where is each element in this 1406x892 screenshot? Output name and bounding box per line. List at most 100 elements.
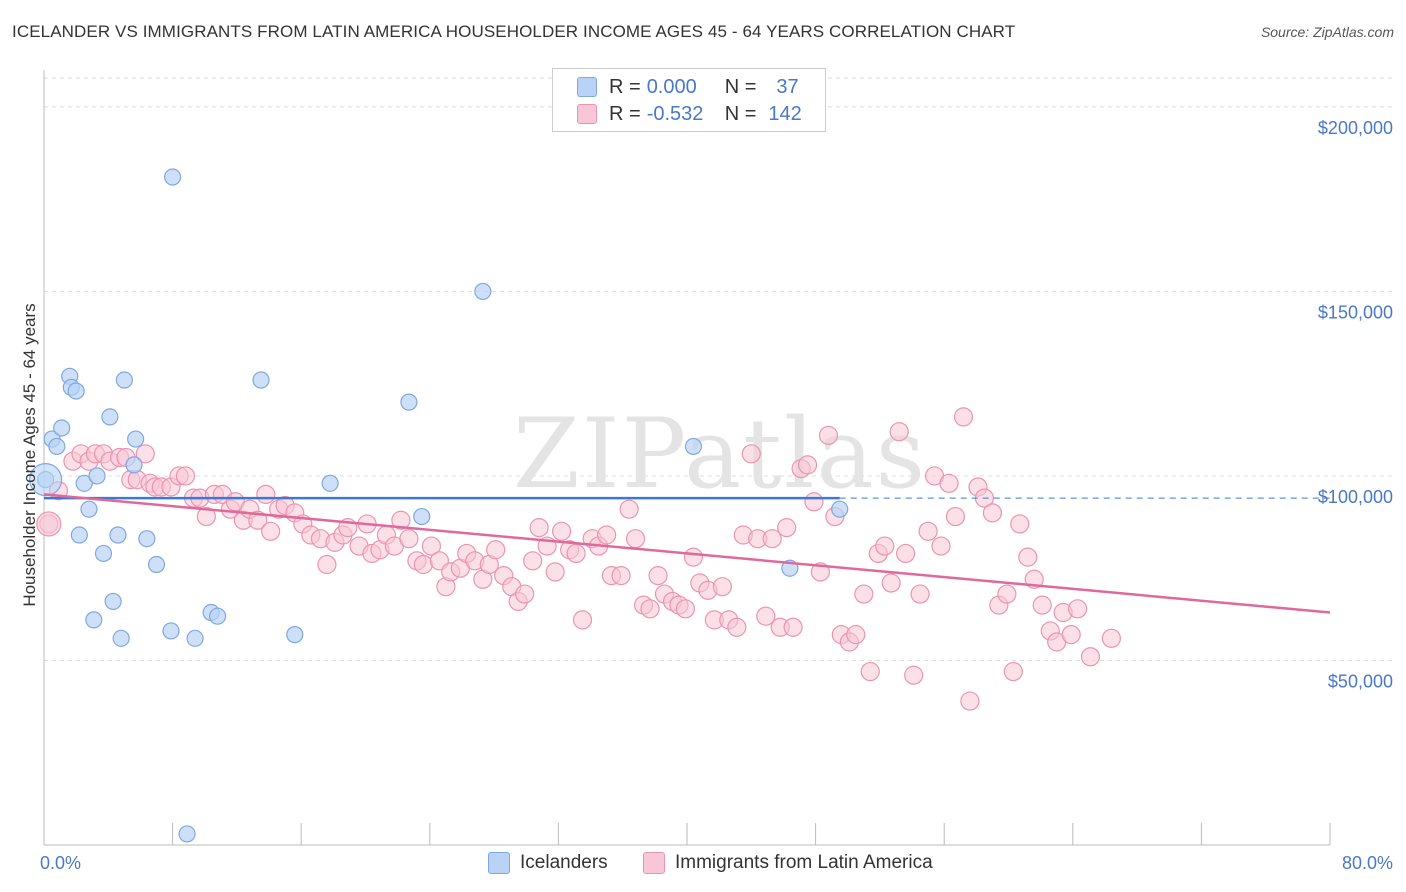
n-label: N =	[724, 75, 757, 98]
latin-america-point	[256, 484, 276, 505]
latin-america-point	[1010, 514, 1030, 534]
latin-america-point	[515, 584, 535, 604]
icelander-point	[286, 626, 304, 644]
latin-america-point	[797, 455, 818, 475]
latin-america-trend-line	[43, 493, 1331, 614]
chart-source: Source: ZipAtlas.com	[1260, 24, 1394, 40]
legend-label: Icelanders	[520, 852, 608, 873]
icelander-point	[164, 168, 182, 186]
latin-america-point	[896, 543, 916, 564]
icelander-point	[70, 526, 88, 544]
icelander-point	[474, 282, 492, 301]
r-value: 0.000	[646, 75, 697, 98]
icelander-point	[684, 437, 703, 456]
icelander-points	[29, 168, 849, 843]
latin-america-point	[997, 584, 1017, 604]
latin-america-point	[804, 492, 824, 512]
x-tick-label: 0.0%	[40, 853, 81, 873]
latin-america-point	[529, 518, 549, 538]
x-tick-label: 80.0%	[1342, 853, 1393, 873]
latin-america-point	[317, 554, 337, 575]
y-tick-label: $100,000	[1318, 487, 1393, 507]
gridlines	[44, 77, 1395, 661]
latin-america-point	[683, 547, 704, 567]
latin-america-point	[421, 536, 442, 556]
n-value: 37	[776, 75, 799, 98]
icelander-point	[80, 500, 98, 518]
icelander-point	[162, 622, 180, 640]
icelander-point	[88, 467, 106, 485]
bottom-legend-latin-america: Immigrants from Latin America	[643, 852, 933, 874]
icelander-point	[115, 371, 133, 389]
latin-america-point	[881, 573, 901, 593]
latin-america-point	[945, 506, 966, 527]
icelander-point	[101, 408, 119, 426]
latin-america-point	[918, 521, 938, 541]
latin-america-point	[939, 473, 959, 493]
icelander-point	[53, 419, 71, 437]
axes	[43, 70, 1331, 846]
icelander-point	[67, 382, 85, 400]
r-label: R =	[609, 102, 641, 125]
latin-america-swatch	[577, 104, 597, 124]
latin-america-point	[619, 499, 639, 519]
latin-america-point	[810, 562, 831, 582]
correlation-legend: R = 0.000 N = 37 R = -0.532 N = 142	[552, 68, 826, 132]
latin-america-point	[611, 565, 631, 586]
latin-america-point	[777, 518, 797, 538]
latin-america-point	[399, 529, 419, 549]
latin-america-point	[741, 444, 761, 464]
latin-america-point	[566, 543, 586, 564]
latin-america-point	[1018, 547, 1038, 567]
icelander-point	[138, 530, 156, 548]
latin-america-point	[135, 444, 155, 464]
y-axis-label: Householder Income Ages 45 - 64 years	[20, 303, 39, 606]
latin-america-point	[931, 536, 951, 556]
latin-america-point	[545, 562, 565, 582]
bottom-legend-icelanders: Icelanders	[488, 852, 608, 874]
x-tick-labels: 0.0% 80.0%	[40, 853, 1393, 873]
chart-title: ICELANDER VS IMMIGRANTS FROM LATIN AMERI…	[12, 22, 1016, 41]
latin-america-point	[1068, 599, 1088, 619]
y-tick-label: $50,000	[1328, 671, 1393, 691]
watermark: ZIPatlas	[513, 398, 927, 510]
latin-america-point	[523, 551, 543, 571]
icelander-point	[48, 437, 66, 456]
icelanders-swatch	[488, 852, 510, 874]
legend-label: Immigrants from Latin America	[675, 852, 933, 873]
latin-america-point	[1080, 647, 1101, 667]
latin-america-point	[597, 525, 617, 545]
latin-america-point	[762, 529, 782, 549]
icelander-point	[94, 544, 113, 563]
latin-america-point	[486, 540, 506, 560]
latin-america-point	[552, 521, 572, 541]
latin-america-point	[846, 625, 866, 645]
y-tick-label: $200,000	[1318, 118, 1393, 138]
latin-america-point	[675, 599, 695, 619]
latin-america-point	[1101, 628, 1121, 648]
latin-america-point	[727, 617, 747, 637]
latin-america-swatch	[643, 852, 665, 874]
legend-row-latin-america: R = -0.532 N = 142	[577, 101, 802, 127]
legend-row-icelanders: R = 0.000 N = 37	[577, 74, 799, 100]
icelander-point	[147, 555, 166, 574]
icelander-point	[104, 592, 122, 611]
latin-america-point	[391, 510, 411, 530]
trend-lines	[43, 493, 1331, 614]
latin-america-point	[175, 466, 196, 486]
latin-america-point	[648, 565, 668, 586]
icelander-point	[831, 500, 849, 518]
latin-america-point	[572, 610, 593, 630]
latin-america-point	[910, 584, 930, 604]
latin-america-point	[248, 510, 268, 530]
icelander-point	[109, 526, 127, 544]
y-tick-label: $150,000	[1318, 302, 1393, 322]
latin-america-points	[36, 407, 1121, 711]
latin-america-point	[36, 511, 62, 537]
icelander-point	[127, 430, 145, 448]
latin-america-point	[783, 617, 803, 637]
icelander-point	[321, 474, 339, 492]
latin-america-point	[196, 506, 216, 527]
latin-america-point	[1061, 625, 1081, 645]
